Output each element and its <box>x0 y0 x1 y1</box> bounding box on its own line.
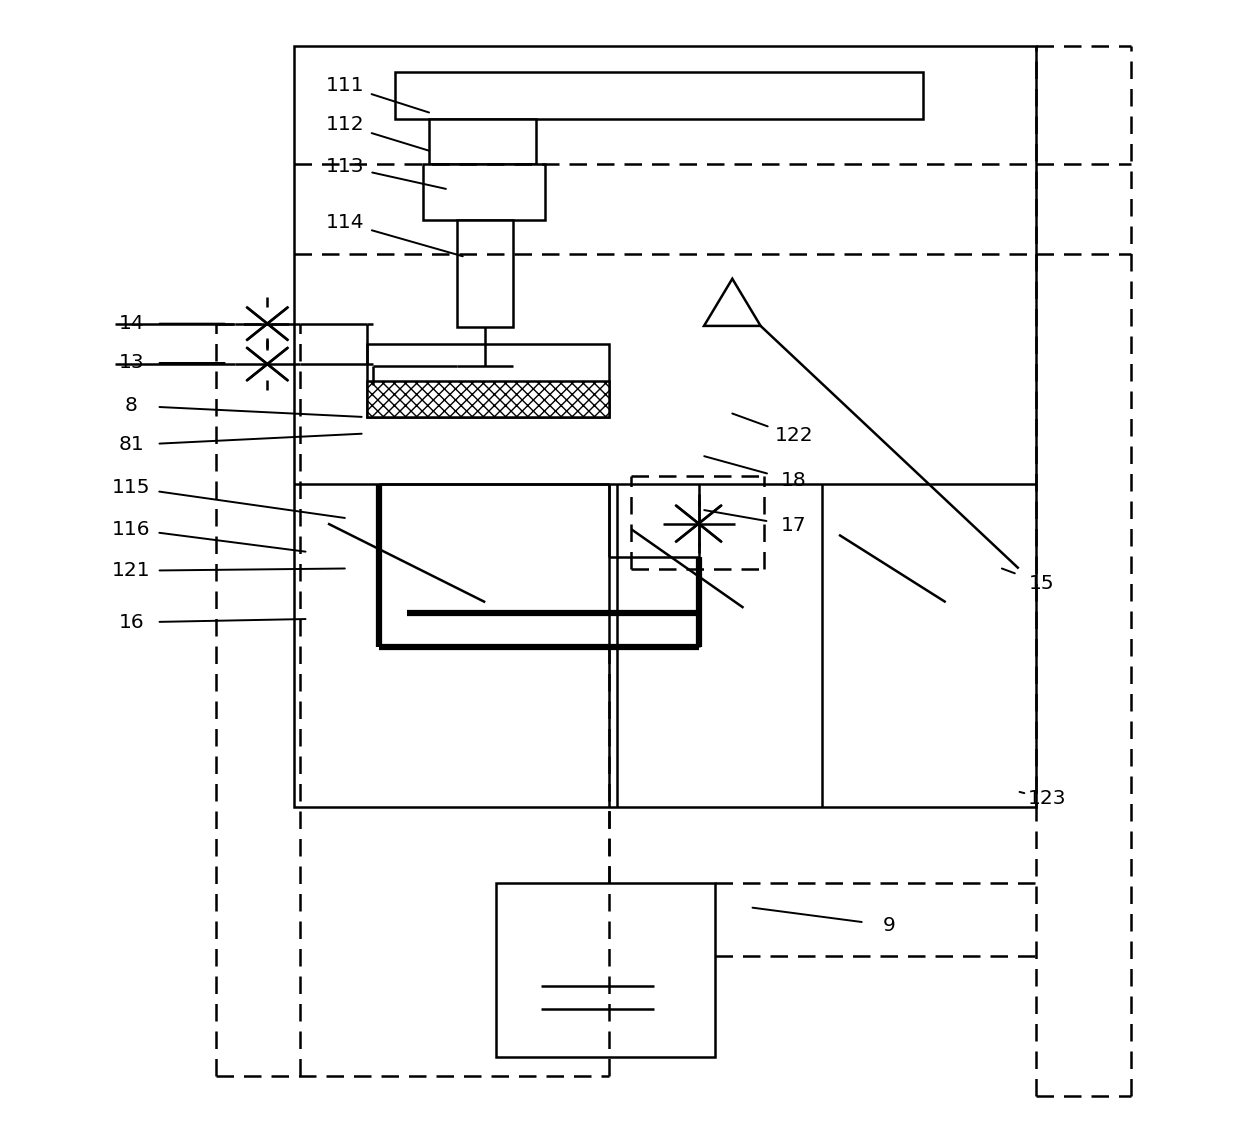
Text: 9: 9 <box>883 916 897 935</box>
Text: 121: 121 <box>112 562 151 580</box>
Bar <box>458 221 513 327</box>
Bar <box>367 343 609 417</box>
Text: 113: 113 <box>326 157 365 176</box>
Text: 122: 122 <box>775 426 813 446</box>
Text: 14: 14 <box>119 314 144 333</box>
Bar <box>396 72 924 119</box>
Bar <box>294 47 1035 806</box>
Text: 8: 8 <box>125 396 138 415</box>
Text: 13: 13 <box>119 354 144 373</box>
Text: 123: 123 <box>1028 789 1066 808</box>
Text: 81: 81 <box>119 435 144 455</box>
Text: 115: 115 <box>112 479 151 497</box>
Bar <box>429 119 536 164</box>
Bar <box>423 164 544 221</box>
Text: 18: 18 <box>781 472 807 490</box>
Bar <box>367 381 609 417</box>
Bar <box>496 883 715 1057</box>
Text: 112: 112 <box>326 115 365 134</box>
Text: 116: 116 <box>112 520 151 539</box>
Text: 17: 17 <box>781 516 807 536</box>
Text: 111: 111 <box>326 76 365 96</box>
Text: 15: 15 <box>1028 573 1054 592</box>
Text: 114: 114 <box>326 213 365 232</box>
Text: 16: 16 <box>119 613 144 632</box>
